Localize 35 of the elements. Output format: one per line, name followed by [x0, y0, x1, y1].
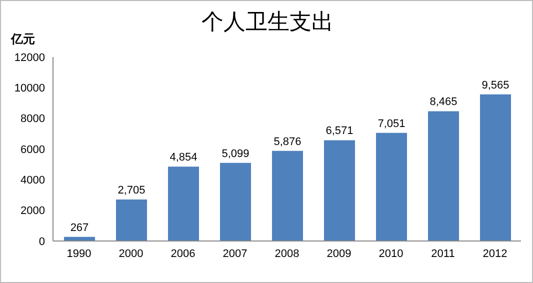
bar — [480, 94, 511, 241]
data-label: 9,565 — [482, 79, 510, 92]
y-tick-label: 12000 — [14, 52, 45, 64]
y-tick-label: 8000 — [20, 113, 45, 126]
data-label: 2,705 — [118, 184, 146, 197]
y-tick-label: 4000 — [20, 174, 45, 187]
bar — [220, 162, 251, 241]
bar — [428, 111, 459, 241]
y-tick-label: 6000 — [20, 144, 45, 156]
y-tick-label: 2000 — [20, 205, 45, 218]
x-tick-label: 1990 — [66, 248, 92, 260]
data-label: 267 — [70, 222, 89, 234]
data-label: 7,051 — [378, 118, 406, 130]
x-tick-label: 2009 — [326, 248, 352, 260]
data-label: 8,465 — [430, 96, 458, 108]
data-label: 5,099 — [222, 148, 250, 160]
data-label: 4,854 — [170, 152, 198, 164]
bar — [324, 140, 355, 241]
bar — [272, 150, 303, 241]
x-tick-label: 2008 — [274, 248, 300, 260]
y-tick-label: 0 — [38, 236, 45, 248]
bar — [376, 132, 407, 241]
x-tick-label: 2000 — [118, 248, 144, 260]
x-tick-label: 2010 — [378, 248, 404, 260]
x-tick-label: 2012 — [482, 248, 508, 260]
x-tick-label: 2006 — [170, 248, 196, 260]
x-tick-label: 2011 — [431, 248, 455, 260]
bar — [168, 166, 199, 241]
bar — [116, 200, 147, 241]
data-label: 5,876 — [274, 136, 302, 148]
chart-title: 个人卫生支出 — [202, 9, 334, 34]
y-axis-title: 亿元 — [11, 31, 35, 48]
x-tick-label: 2007 — [222, 248, 248, 260]
data-label: 6,571 — [326, 125, 354, 138]
y-tick-label: 10000 — [14, 82, 45, 95]
